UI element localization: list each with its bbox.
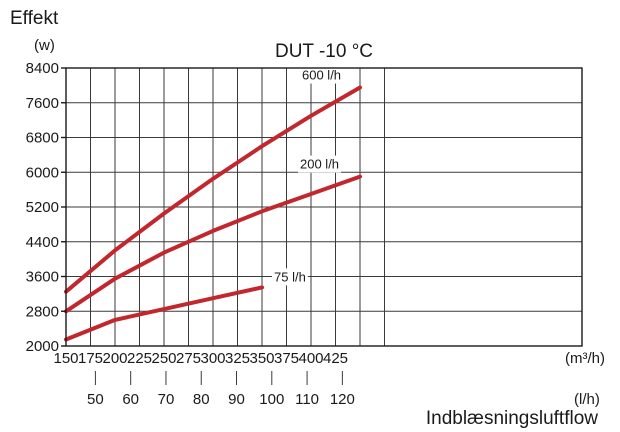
series-label: 600 l/h bbox=[302, 68, 341, 83]
x-secondary-tick-label: 100 bbox=[259, 391, 284, 408]
x-tick-label: 350 bbox=[249, 350, 274, 367]
x-tick-label: 250 bbox=[151, 350, 176, 367]
x-tick-label: 300 bbox=[200, 350, 225, 367]
series-label: 200 l/h bbox=[300, 157, 339, 172]
x-tick-label: 200 bbox=[102, 350, 127, 367]
x-tick-labels: 150 175 200 225 250 275 300 325 350 375 400 425 bbox=[53, 350, 348, 367]
x-secondary-tick-label: 120 bbox=[330, 391, 355, 408]
x-secondary-ticks: 50 60 70 80 90 100 110 120 bbox=[87, 371, 355, 408]
y-tick-label: 8400 bbox=[26, 60, 59, 77]
y-tick-label: 6000 bbox=[26, 164, 59, 181]
x-secondary-tick-label: 70 bbox=[158, 391, 175, 408]
series-label: 75 l/h bbox=[274, 269, 306, 284]
x-tick-label: 425 bbox=[323, 350, 348, 367]
y-tick-label: 7600 bbox=[26, 95, 59, 112]
x-secondary-tick-label: 110 bbox=[295, 391, 319, 408]
y-tick-label: 6800 bbox=[26, 130, 59, 147]
x-secondary-tick-label: 50 bbox=[87, 391, 104, 408]
x-tick-label: 375 bbox=[274, 350, 299, 367]
x-axis-label: Indblæsningsluftflow bbox=[426, 408, 598, 429]
y-tick-label: 4400 bbox=[26, 234, 59, 251]
x-tick-label: 150 bbox=[53, 350, 78, 367]
y-axis-unit: (w) bbox=[34, 37, 55, 54]
x-axis-unit-primary: (m³/h) bbox=[565, 350, 605, 367]
x-tick-label: 225 bbox=[127, 350, 152, 367]
x-secondary-tick-label: 80 bbox=[193, 391, 210, 408]
x-tick-label: 275 bbox=[176, 350, 201, 367]
y-tick-label: 2800 bbox=[26, 303, 59, 320]
x-tick-label: 400 bbox=[298, 350, 323, 367]
chart-title: DUT -10 °C bbox=[275, 41, 373, 62]
x-secondary-tick-label: 60 bbox=[122, 391, 139, 408]
y-axis-label: Effekt bbox=[10, 8, 59, 29]
x-secondary-tick-label: 90 bbox=[228, 391, 245, 408]
y-tick-label: 5200 bbox=[26, 199, 59, 216]
y-tick-label: 3600 bbox=[26, 269, 59, 286]
x-tick-label: 175 bbox=[78, 350, 103, 367]
x-axis-unit-secondary: (l/h) bbox=[574, 391, 600, 408]
x-tick-label: 325 bbox=[225, 350, 250, 367]
